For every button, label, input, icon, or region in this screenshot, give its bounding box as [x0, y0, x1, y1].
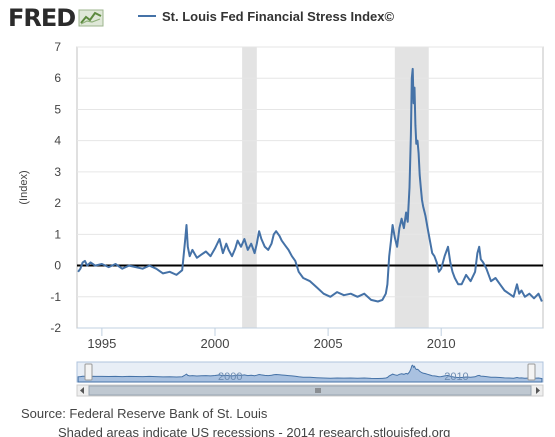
scrollbar-thumb[interactable]: [88, 385, 532, 396]
y-tick-label: 7: [54, 40, 61, 54]
y-tick-label: 2: [54, 196, 61, 210]
x-tick-label: 1995: [87, 336, 116, 351]
chart-area[interactable]: 7 6 5 4 3 2 1 0 -1 -2 (Index) 1995 2000 2005 2010 2000 2…: [0, 0, 555, 400]
source-text: Source: Federal Reserve Bank of St. Loui…: [21, 406, 268, 421]
stress-index-line[interactable]: [77, 67, 543, 303]
y-tick-label: 6: [54, 71, 61, 85]
y-tick-label: 5: [54, 102, 61, 116]
chart-legend[interactable]: St. Louis Fed Financial Stress Index©: [138, 7, 394, 25]
navigator-label: 2000: [218, 371, 242, 383]
legend-line-swatch: [138, 15, 156, 17]
y-tick-label: 0: [54, 259, 61, 273]
recession-note: Shaded areas indicate US recessions - 20…: [58, 425, 451, 437]
y-tick-label: 1: [54, 227, 61, 241]
navigator-label: 2010: [444, 371, 468, 383]
x-tick-label: 2000: [201, 336, 230, 351]
recession-band-1: [242, 47, 257, 328]
y-tick-label: -1: [50, 290, 61, 304]
scroll-left-icon[interactable]: [80, 387, 84, 394]
plot-background: [76, 46, 544, 329]
navigator-right-handle[interactable]: [527, 363, 536, 381]
navigator-series-area: [77, 364, 543, 383]
y-tick-label: -2: [50, 321, 61, 335]
y-tick-label: 3: [54, 165, 61, 179]
fred-graph-icon: [78, 9, 104, 27]
fred-logo[interactable]: FRED: [8, 2, 104, 34]
x-tick-label: 2010: [427, 336, 456, 351]
x-tick-label: 2005: [314, 336, 343, 351]
brand-name: FRED: [8, 4, 76, 32]
legend-series-label: St. Louis Fed Financial Stress Index©: [162, 8, 395, 24]
navigator-left-handle[interactable]: [84, 363, 93, 381]
y-tick-label: 4: [54, 134, 61, 148]
scroll-right-icon[interactable]: [536, 387, 540, 394]
y-axis-label: (Index): [18, 170, 30, 204]
